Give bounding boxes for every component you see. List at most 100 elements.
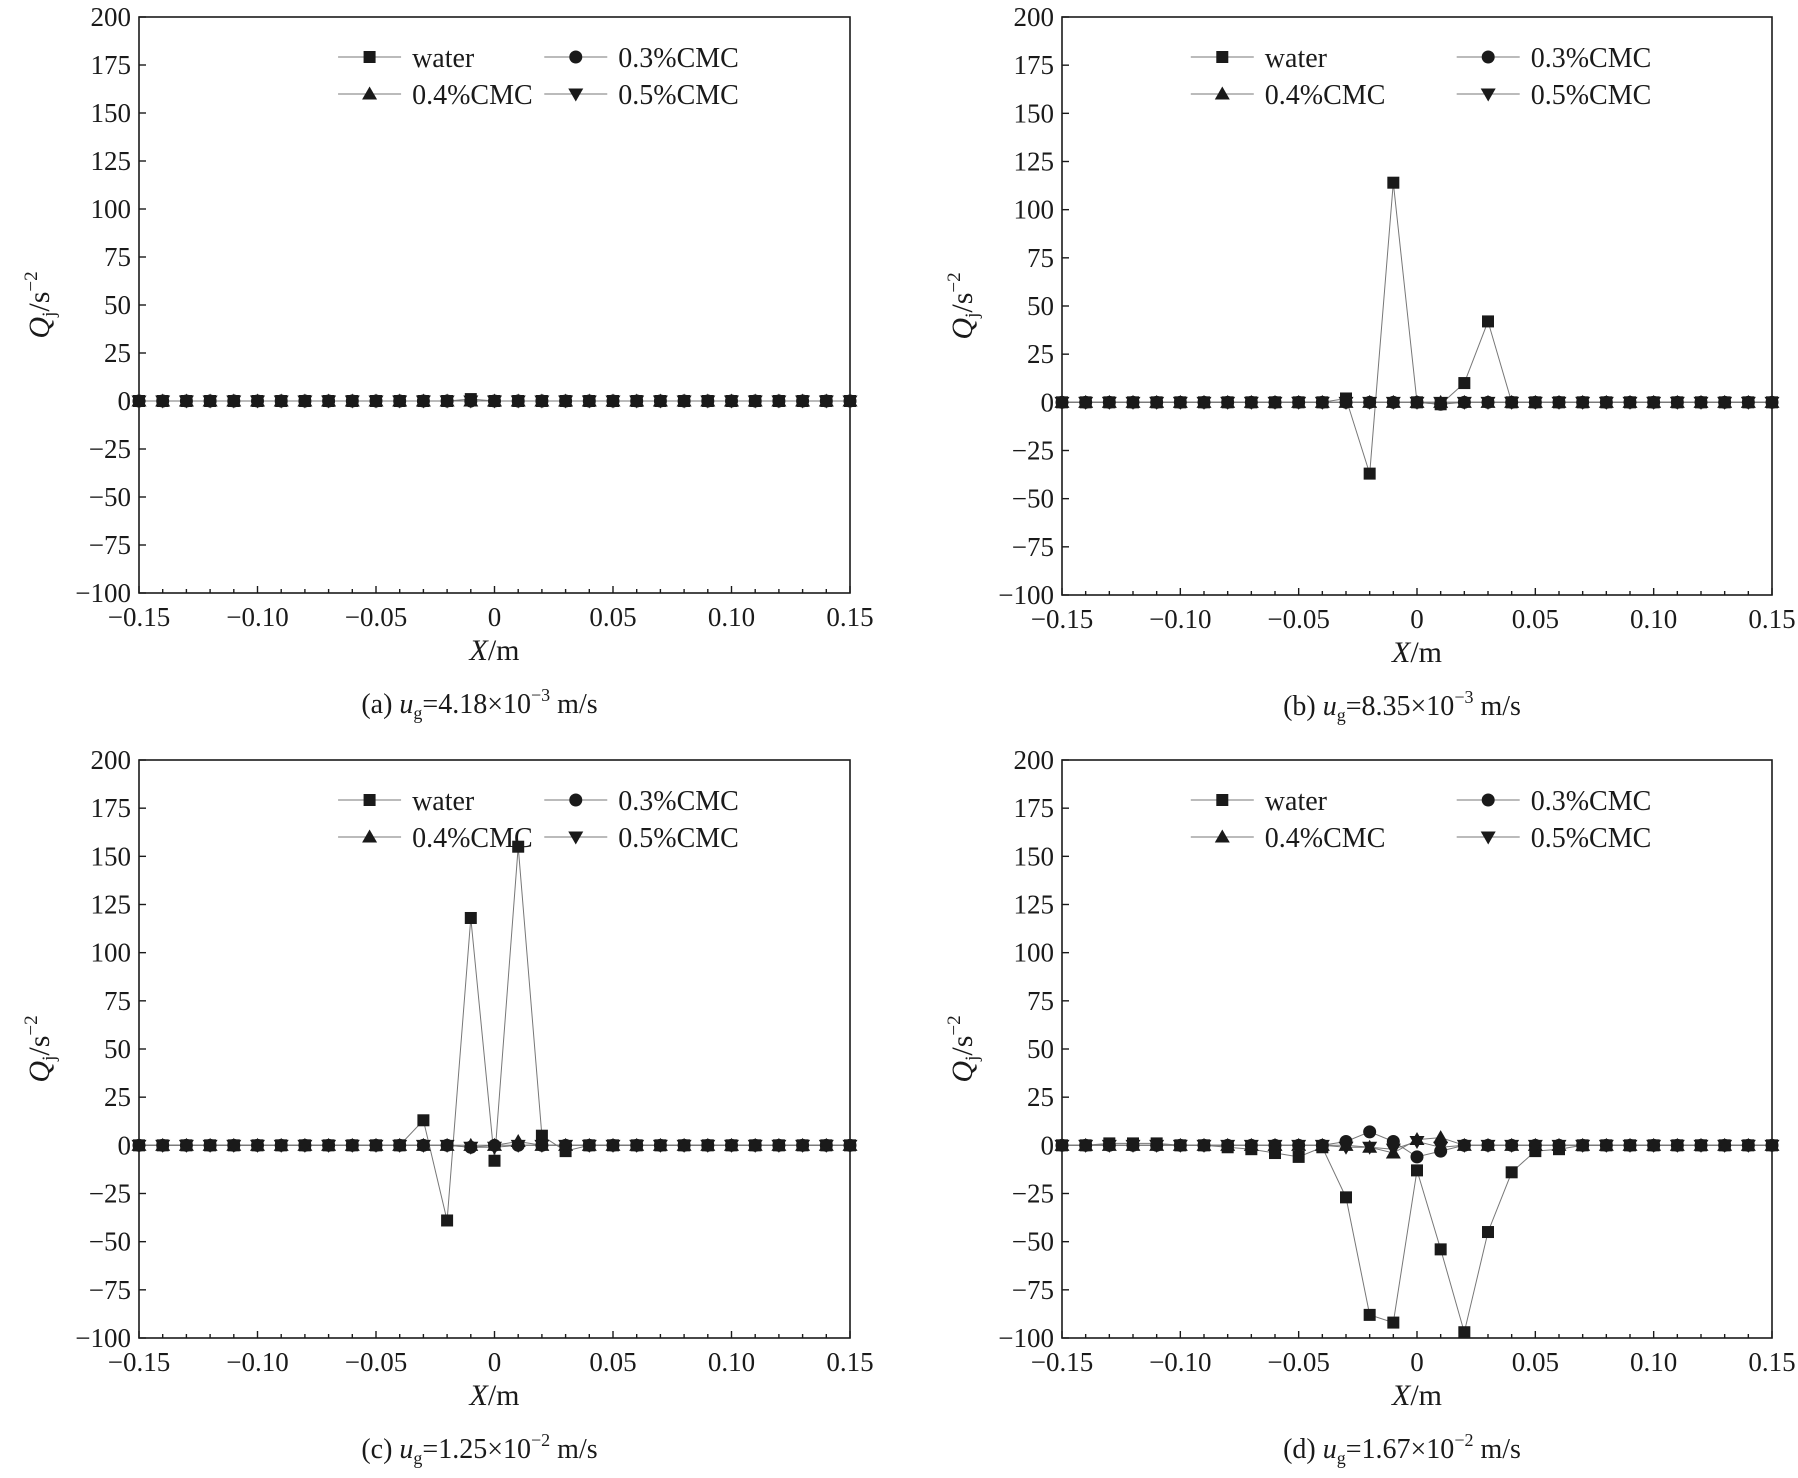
y-tick-label: 100 [1014,938,1055,968]
data-point-0.5%CMC [155,395,171,409]
data-point-water [1482,1226,1494,1239]
legend-label: 0.4%CMC [1265,823,1386,854]
data-point-0.5%CMC [1101,1139,1117,1153]
data-point-0.5%CMC [1575,396,1591,410]
data-point-0.5%CMC [1504,396,1520,410]
data-point-water [441,1214,454,1227]
legend-label: 0.5%CMC [1531,823,1652,854]
data-point-water [535,1129,548,1142]
x-tick-label: 0.10 [1630,1347,1677,1377]
data-point-0.5%CMC [795,395,811,409]
legend-marker-water [363,51,376,63]
legend-label: water [1265,43,1328,74]
data-point-0.5%CMC [250,1139,265,1153]
y-tick-label: 150 [91,841,132,871]
legend-marker-0.3%CMC [1481,50,1495,64]
data-point-0.5%CMC [1125,396,1141,410]
legend-label: 0.3%CMC [618,786,739,817]
data-point-0.5%CMC [1456,1139,1472,1153]
data-point-0.5%CMC [700,395,716,409]
data-point-water [488,1154,501,1167]
data-point-0.5%CMC [321,395,337,409]
data-point-0.5%CMC [1267,396,1283,410]
data-point-0.5%CMC [1362,396,1378,410]
y-tick-label: 125 [91,890,132,920]
legend-marker-0.3%CMC [569,793,583,807]
legend-marker-water [1216,51,1229,63]
data-point-0.5%CMC [487,1141,502,1155]
y-tick-label: −50 [1012,484,1054,514]
data-point-0.5%CMC [747,1139,763,1153]
data-point-0.5%CMC [1456,396,1472,410]
data-point-0.5%CMC [1054,1139,1070,1153]
data-point-0.5%CMC [1149,396,1165,410]
data-point-0.5%CMC [321,1139,337,1153]
data-point-0.5%CMC [439,395,455,409]
y-tick-label: 175 [91,50,132,80]
x-tick-label: −0.15 [108,602,170,632]
data-point-0.3%CMC [1410,1150,1424,1164]
y-tick-label: 100 [91,938,132,968]
data-point-0.5%CMC [1669,1139,1685,1153]
data-point-0.5%CMC [1480,1139,1496,1153]
x-tick-label: 0.15 [826,602,873,632]
data-point-0.5%CMC [487,395,502,409]
data-point-0.5%CMC [818,395,834,409]
legend-label: 0.4%CMC [412,823,533,854]
data-point-0.5%CMC [747,395,763,409]
data-point-0.5%CMC [297,1139,313,1153]
data-point-water [417,1114,430,1127]
legend-label: 0.4%CMC [412,80,533,111]
data-point-water [1505,1166,1518,1179]
data-point-water [1458,377,1471,390]
data-point-0.5%CMC [1764,396,1780,410]
x-tick-label: −0.15 [108,1347,170,1377]
data-point-water [1411,1164,1423,1177]
data-point-water [1363,467,1376,480]
x-axis-label: X/m [1391,1379,1442,1412]
y-tick-label: 50 [1027,1034,1054,1064]
data-point-0.5%CMC [178,1139,194,1153]
data-point-0.5%CMC [463,395,479,409]
data-point-0.5%CMC [1243,396,1259,410]
legend-label: 0.5%CMC [1531,80,1652,111]
legend-label: 0.4%CMC [1265,80,1386,111]
y-tick-label: 25 [104,1082,131,1112]
y-tick-label: 0 [1041,387,1055,417]
data-point-0.5%CMC [1646,396,1662,410]
data-point-0.5%CMC [534,395,550,409]
y-tick-label: −50 [89,482,131,512]
y-tick-label: −50 [1012,1227,1054,1257]
data-point-0.5%CMC [1551,1139,1567,1153]
data-point-0.5%CMC [1101,396,1117,410]
x-tick-label: −0.05 [345,602,407,632]
y-tick-label: −75 [1012,1275,1054,1305]
y-tick-label: −25 [89,434,131,464]
data-point-0.5%CMC [226,1139,242,1153]
legend-marker-0.4%CMC [1214,86,1230,100]
panel-caption: (a) ug=4.18×10−3 m/s [361,685,597,723]
data-point-0.5%CMC [415,1139,431,1153]
data-point-0.5%CMC [202,1139,218,1153]
data-point-0.5%CMC [1125,1139,1141,1153]
panel-caption: (d) ug=1.67×10−2 m/s [1283,1430,1521,1468]
y-tick-label: 200 [91,2,132,32]
y-axis-label: Qj/s−2 [944,1015,983,1082]
data-point-0.5%CMC [510,1139,526,1153]
data-point-0.5%CMC [1598,396,1614,410]
data-point-0.5%CMC [558,395,574,409]
x-tick-label: 0.05 [1512,1347,1559,1377]
chart-panel-c: −100 −75 −50 −25 0 25 50 75 100 125 150 175 200 −0.15… [21,745,874,1468]
data-point-0.5%CMC [629,1139,645,1153]
data-point-0.5%CMC [368,395,384,409]
data-point-0.5%CMC [1504,1139,1520,1153]
data-point-0.5%CMC [795,1139,811,1153]
y-tick-label: −100 [75,578,131,608]
data-point-0.5%CMC [818,1139,834,1153]
y-tick-label: 0 [118,1130,132,1160]
data-point-0.5%CMC [1267,1139,1283,1153]
legend-marker-0.4%CMC [362,829,378,843]
data-point-0.5%CMC [344,1139,360,1153]
y-tick-label: −50 [89,1227,131,1257]
plot-frame [1061,16,1773,596]
